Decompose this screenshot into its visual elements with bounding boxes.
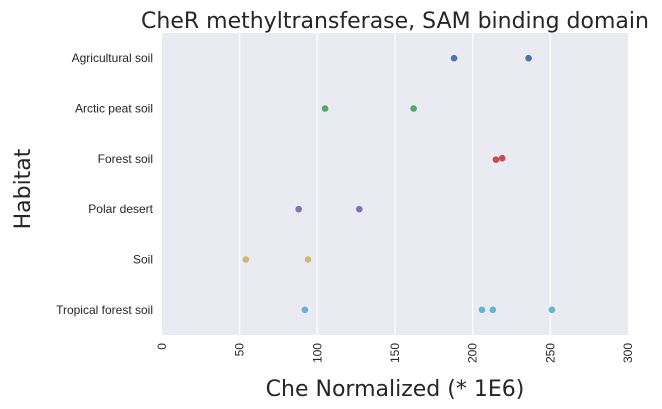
chart-title: CheR methyltransferase, SAM binding doma… <box>141 9 649 34</box>
y-tick-labels: Agricultural soil Arctic peat soil Forest … <box>56 51 154 317</box>
data-point <box>492 156 500 163</box>
y-tick-label: Polar desert <box>88 202 153 216</box>
data-point <box>304 256 312 263</box>
data-point <box>548 306 556 314</box>
y-axis-label: Habitat <box>11 148 36 229</box>
data-point <box>355 205 363 213</box>
grid-lines <box>239 33 551 335</box>
data-point <box>242 256 250 263</box>
data-point <box>410 105 417 112</box>
x-tick-label: 50 <box>233 343 247 357</box>
x-tick-label: 250 <box>543 343 557 363</box>
data-point <box>450 54 458 62</box>
data-point <box>489 306 497 314</box>
y-tick-label: Soil <box>133 253 153 267</box>
data-points <box>242 54 556 314</box>
data-point <box>498 154 506 162</box>
x-tick-label: 150 <box>388 343 402 363</box>
data-point <box>525 54 532 62</box>
y-tick-label: Agricultural soil <box>72 51 153 65</box>
x-tick-label: 300 <box>621 343 635 363</box>
x-tick-label: 100 <box>310 343 324 363</box>
x-tick-label: 0 <box>155 343 169 350</box>
data-point <box>321 105 329 112</box>
x-tick-labels: 0 50 100 150 200 250 300 <box>155 343 635 363</box>
x-axis-label: Che Normalized (* 1E6) <box>266 377 525 402</box>
x-tick-label: 200 <box>466 343 480 363</box>
data-point <box>301 306 309 314</box>
data-point <box>295 205 302 213</box>
y-tick-label: Forest soil <box>98 152 153 166</box>
y-tick-label: Arctic peat soil <box>75 102 153 116</box>
y-tick-label: Tropical forest soil <box>56 303 153 317</box>
data-point <box>478 306 486 314</box>
